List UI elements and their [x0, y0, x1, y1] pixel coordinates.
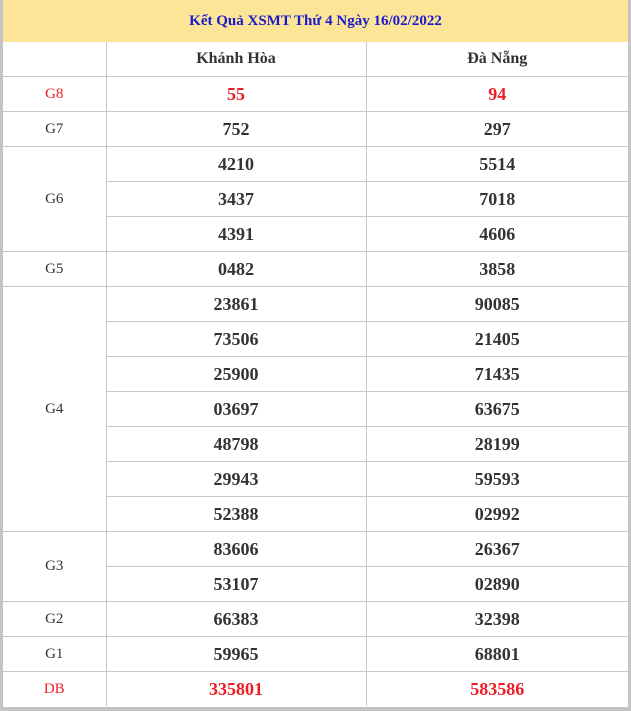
da-nang-number: 71435: [365, 356, 628, 392]
da-nang-number: 5514: [365, 146, 628, 182]
da-nang-number: 59593: [365, 461, 628, 497]
da-nang-number: 02890: [365, 566, 628, 602]
prize-label: G4: [3, 286, 107, 532]
prize-label: G1: [3, 636, 107, 672]
prize-label: DB: [3, 671, 107, 706]
results-title: Kết Quả XSMT Thứ 4 Ngày 16/02/2022: [3, 0, 628, 42]
results-table: Khánh Hòa Đà Nẵng G8 55 94 G7 752 297 G6 4210 55…: [3, 42, 628, 706]
khanh-hoa-number: 83606: [105, 531, 367, 567]
khanh-hoa-number: 52388: [106, 496, 367, 532]
khanh-hoa-number: 4391: [106, 216, 367, 252]
da-nang-number: 26367: [365, 531, 628, 567]
da-nang-number: 68801: [365, 636, 628, 672]
khanh-hoa-number: 55: [105, 76, 367, 112]
da-nang-number: 21405: [365, 321, 628, 357]
prize-label: G3: [3, 531, 107, 602]
header-khanh-hoa: Khánh Hòa: [105, 42, 367, 77]
da-nang-number: 02992: [365, 496, 628, 532]
da-nang-number: 297: [365, 111, 628, 147]
header-row: Khánh Hòa Đà Nẵng: [3, 42, 628, 77]
prize-label: G6: [3, 146, 107, 252]
prize-row-g4: G4 23861 90085: [3, 286, 628, 532]
prize-label: G5: [3, 251, 107, 287]
da-nang-number: 28199: [365, 426, 628, 462]
khanh-hoa-number: 23861: [105, 286, 367, 322]
da-nang-number: 583586: [365, 671, 628, 706]
prize-row-g4: 52388 02992: [3, 496, 628, 532]
khanh-hoa-number: 25900: [106, 356, 367, 392]
prize-label: G8: [3, 76, 107, 112]
prize-row-g6: G6 4210 5514: [3, 146, 628, 252]
khanh-hoa-number: 29943: [106, 461, 367, 497]
prize-row-g3: 53107 02890: [3, 566, 628, 602]
prize-label: G7: [3, 111, 107, 147]
prize-label: G2: [3, 601, 107, 637]
da-nang-number: 32398: [365, 601, 628, 637]
khanh-hoa-number: 4210: [105, 146, 367, 182]
prize-row-g5: G5 0482 3858: [3, 251, 628, 287]
khanh-hoa-number: 59965: [105, 636, 367, 672]
da-nang-number: 4606: [365, 216, 628, 252]
khanh-hoa-number: 3437: [106, 181, 367, 217]
da-nang-number: 63675: [365, 391, 628, 427]
prize-row-g8: G8 55 94: [3, 76, 628, 112]
da-nang-number: 7018: [365, 181, 628, 217]
prize-row-g4: 03697 63675: [3, 391, 628, 427]
da-nang-number: 3858: [365, 251, 628, 287]
prize-row-g4: 48798 28199: [3, 426, 628, 462]
khanh-hoa-number: 752: [105, 111, 367, 147]
khanh-hoa-number: 53107: [106, 566, 367, 602]
khanh-hoa-number: 73506: [106, 321, 367, 357]
da-nang-number: 90085: [365, 286, 628, 322]
prize-row-g7: G7 752 297: [3, 111, 628, 147]
prize-row-db: DB 335801 583586: [3, 671, 628, 706]
prize-row-g3: G3 83606 26367: [3, 531, 628, 602]
khanh-hoa-number: 48798: [106, 426, 367, 462]
prize-row-g4: 29943 59593: [3, 461, 628, 497]
header-da-nang: Đà Nẵng: [365, 42, 628, 77]
khanh-hoa-number: 335801: [105, 671, 367, 706]
header-prize: [3, 42, 107, 77]
prize-row-g1: G1 59965 68801: [3, 636, 628, 672]
prize-row-g6: 3437 7018: [3, 181, 628, 217]
prize-row-g2: G2 66383 32398: [3, 601, 628, 637]
khanh-hoa-number: 66383: [105, 601, 367, 637]
prize-row-g4: 25900 71435: [3, 356, 628, 392]
khanh-hoa-number: 03697: [106, 391, 367, 427]
da-nang-number: 94: [365, 76, 628, 112]
khanh-hoa-number: 0482: [105, 251, 367, 287]
